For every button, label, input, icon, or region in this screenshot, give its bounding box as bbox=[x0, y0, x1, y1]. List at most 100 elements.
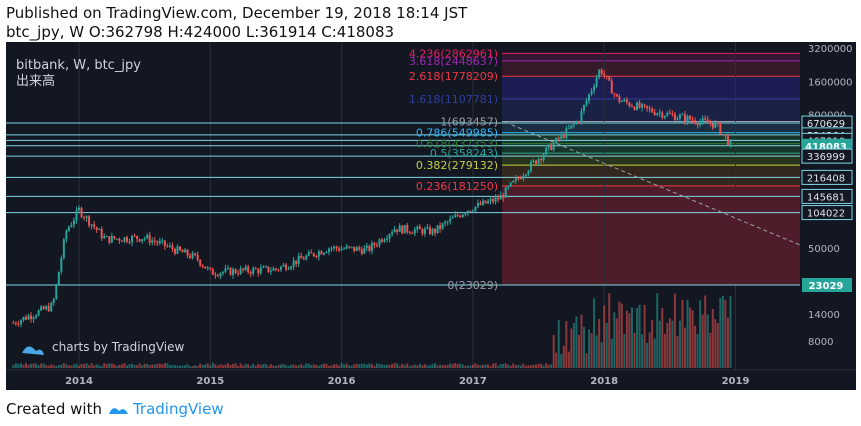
candle-body bbox=[386, 238, 389, 240]
price-badge-label: 670629 bbox=[807, 119, 845, 130]
volume-bar bbox=[166, 363, 169, 368]
candle-body bbox=[729, 140, 732, 145]
y-axis[interactable]: 3200000160000080000040000020000010000050… bbox=[800, 42, 856, 370]
candle-body bbox=[479, 202, 482, 205]
candle-body bbox=[651, 108, 654, 113]
candle-body bbox=[428, 227, 431, 235]
candle-body bbox=[388, 234, 391, 239]
y-tick-label: 3200000 bbox=[808, 44, 853, 55]
candle-body bbox=[277, 269, 280, 271]
volume-bar bbox=[72, 364, 75, 368]
volume-bar bbox=[651, 320, 654, 368]
volume-bar bbox=[620, 303, 623, 368]
candle-body bbox=[681, 114, 684, 116]
volume-bar bbox=[37, 365, 40, 368]
price-badge bbox=[801, 205, 853, 221]
candle-body bbox=[234, 269, 237, 274]
price-badge-label: 23029 bbox=[809, 281, 844, 292]
volume-bar bbox=[237, 365, 240, 368]
candle-body bbox=[320, 251, 323, 255]
volume-bar bbox=[90, 363, 93, 368]
fib-label: 2.618(1778209) bbox=[409, 70, 498, 83]
candle-body bbox=[421, 229, 424, 234]
volume-bar bbox=[550, 364, 553, 368]
candle-body bbox=[519, 178, 522, 180]
candle-body bbox=[113, 235, 116, 239]
candle-body bbox=[307, 252, 310, 256]
tradingview-link[interactable]: TradingView bbox=[108, 400, 224, 418]
volume-bar bbox=[35, 363, 38, 368]
candle-body bbox=[577, 121, 580, 123]
candle-body bbox=[280, 266, 282, 270]
volume-bar bbox=[444, 365, 447, 368]
volume-bar bbox=[678, 320, 681, 368]
chart-title: bitbank, W, btc_jpy bbox=[16, 58, 141, 73]
volume-bar bbox=[252, 363, 255, 368]
candle-body bbox=[408, 231, 411, 234]
x-axis[interactable]: 2014 2015 2016 2017 2018 2019 bbox=[6, 369, 856, 387]
candle-body bbox=[671, 113, 674, 115]
volume-bar bbox=[151, 364, 154, 368]
volume-bar bbox=[426, 365, 429, 368]
volume-bar bbox=[287, 365, 290, 368]
volume-bar bbox=[317, 365, 320, 368]
volume-bar bbox=[315, 364, 318, 368]
x-tick-label: 2015 bbox=[196, 376, 224, 387]
volume-layer bbox=[12, 293, 732, 368]
volume-bar bbox=[95, 364, 98, 368]
candle-body bbox=[701, 118, 704, 122]
candle-body bbox=[595, 77, 598, 87]
candle-body bbox=[583, 105, 585, 111]
volume-bar bbox=[85, 363, 88, 368]
volume-bar bbox=[310, 364, 313, 368]
volume-bar bbox=[646, 342, 649, 368]
volume-bar bbox=[519, 365, 522, 368]
candle-body bbox=[636, 102, 639, 110]
candle-body bbox=[133, 235, 136, 237]
volume-bar bbox=[557, 320, 560, 368]
candle-body bbox=[593, 86, 596, 91]
candle-body bbox=[600, 69, 603, 74]
volume-bar bbox=[65, 364, 68, 368]
volume-bar bbox=[153, 364, 156, 368]
candle-body bbox=[214, 274, 217, 276]
candle-body bbox=[80, 207, 83, 217]
candle-body bbox=[105, 236, 108, 238]
volume-bar bbox=[123, 363, 126, 368]
candle-body bbox=[461, 214, 464, 218]
volume-bar bbox=[434, 363, 437, 368]
candle-body bbox=[317, 251, 320, 257]
volume-bar bbox=[567, 351, 570, 368]
volume-bar bbox=[168, 364, 171, 368]
volume-bar bbox=[423, 364, 426, 368]
candle-body bbox=[312, 253, 315, 256]
candle-body bbox=[22, 316, 25, 321]
candle-body bbox=[423, 228, 426, 234]
candle-body bbox=[381, 239, 383, 242]
volume-bar bbox=[161, 364, 164, 368]
volume-bar bbox=[512, 363, 515, 368]
volume-bar bbox=[487, 364, 490, 368]
candle-body bbox=[451, 217, 454, 219]
trendline-layer[interactable] bbox=[504, 121, 801, 246]
candle-body bbox=[724, 133, 727, 136]
candle-body bbox=[598, 69, 601, 78]
candle-body bbox=[325, 252, 328, 254]
volume-bar bbox=[724, 299, 727, 368]
fib-label: 1(693457) bbox=[440, 115, 498, 128]
horizontal-lines-layer[interactable] bbox=[6, 122, 801, 286]
candle-body bbox=[540, 158, 543, 161]
volume-bar bbox=[668, 318, 671, 368]
volume-bar bbox=[19, 363, 22, 368]
candle-body bbox=[232, 269, 235, 276]
candle-body bbox=[401, 225, 404, 234]
candle-body bbox=[171, 245, 174, 250]
volume-bar bbox=[83, 364, 86, 368]
candle-body bbox=[653, 112, 656, 115]
volume-bar bbox=[105, 364, 108, 368]
candle-body bbox=[545, 147, 548, 155]
candle-body bbox=[67, 227, 70, 231]
x-tick-label: 2014 bbox=[65, 376, 93, 387]
candle-body bbox=[343, 248, 346, 250]
candle-body bbox=[350, 246, 353, 248]
